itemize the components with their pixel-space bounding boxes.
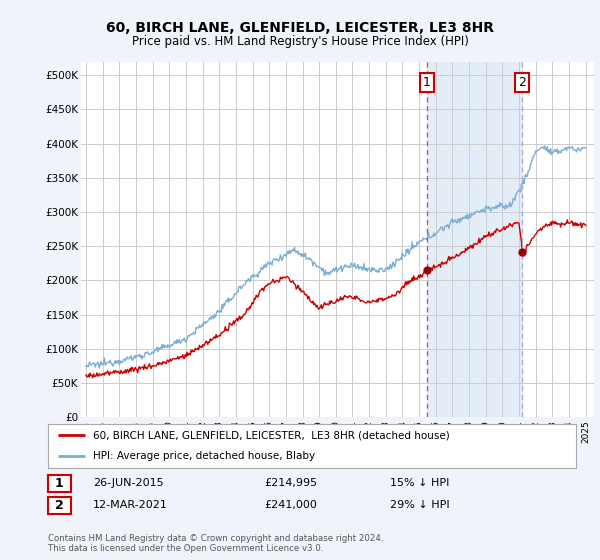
Text: 2: 2 bbox=[518, 76, 526, 89]
Text: 29% ↓ HPI: 29% ↓ HPI bbox=[390, 500, 449, 510]
Text: 1: 1 bbox=[423, 76, 431, 89]
Text: 2: 2 bbox=[55, 499, 64, 512]
Text: 60, BIRCH LANE, GLENFIELD, LEICESTER,  LE3 8HR (detached house): 60, BIRCH LANE, GLENFIELD, LEICESTER, LE… bbox=[93, 430, 449, 440]
Text: HPI: Average price, detached house, Blaby: HPI: Average price, detached house, Blab… bbox=[93, 451, 315, 461]
Text: 26-JUN-2015: 26-JUN-2015 bbox=[93, 478, 164, 488]
Text: 1: 1 bbox=[55, 477, 64, 490]
Bar bbox=[427, 62, 522, 417]
Text: £214,995: £214,995 bbox=[264, 478, 317, 488]
Text: £241,000: £241,000 bbox=[264, 500, 317, 510]
Text: 12-MAR-2021: 12-MAR-2021 bbox=[93, 500, 168, 510]
Text: Contains HM Land Registry data © Crown copyright and database right 2024.
This d: Contains HM Land Registry data © Crown c… bbox=[48, 534, 383, 553]
Text: Price paid vs. HM Land Registry's House Price Index (HPI): Price paid vs. HM Land Registry's House … bbox=[131, 35, 469, 48]
Text: 15% ↓ HPI: 15% ↓ HPI bbox=[390, 478, 449, 488]
Text: 60, BIRCH LANE, GLENFIELD, LEICESTER, LE3 8HR: 60, BIRCH LANE, GLENFIELD, LEICESTER, LE… bbox=[106, 21, 494, 35]
